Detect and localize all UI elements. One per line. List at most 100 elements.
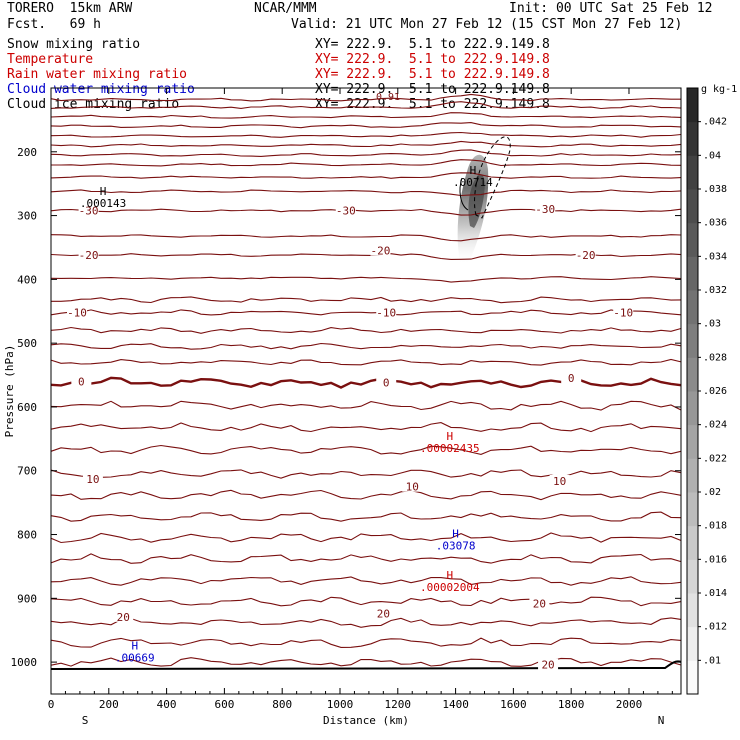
colorbar-swatch xyxy=(687,121,698,156)
forecast-hour: Fcst. 69 h xyxy=(7,17,101,32)
isotherm-label: 10 xyxy=(406,481,419,494)
colorbar-swatch xyxy=(687,593,698,628)
x-tick-label: 800 xyxy=(272,698,292,711)
isotherm-label-bg xyxy=(78,204,99,216)
isotherm-label-bg xyxy=(78,249,99,261)
isotherm-line xyxy=(50,422,682,433)
colorbar-units: g kg-1 xyxy=(701,84,737,95)
isotherm-label: -20 xyxy=(79,249,99,262)
isotherm-line xyxy=(50,576,682,586)
y-tick-label: 600 xyxy=(17,401,37,414)
y-tick-label: 500 xyxy=(17,337,37,350)
colorbar-tick-label: .014 xyxy=(703,588,727,599)
colorbar-swatch xyxy=(687,290,698,325)
isotherm-label: -10 xyxy=(376,307,396,320)
partial-contour-label: 0.91 xyxy=(376,92,400,103)
isotherm-label: 20 xyxy=(377,608,390,621)
isotherm-line xyxy=(50,309,682,316)
colorbar-tick-label: .036 xyxy=(703,218,727,229)
maximum-value: .00714 xyxy=(453,176,493,189)
colorbar-tick-label: .01 xyxy=(703,655,721,666)
isotherm-label: 0 xyxy=(383,377,390,390)
y-tick-label: 400 xyxy=(17,273,37,286)
isotherm-label-bg xyxy=(71,375,92,387)
x-tick-label: 1000 xyxy=(327,698,354,711)
colorbar-tick-label: .022 xyxy=(703,453,727,464)
x-endpoint-right: N xyxy=(658,714,665,727)
colorbar-swatch xyxy=(687,525,698,560)
isotherm-line xyxy=(50,112,682,119)
colorbar-swatch xyxy=(687,391,698,426)
cloud-ice-contour xyxy=(474,136,511,219)
isotherm-line xyxy=(50,208,682,216)
isotherm-line xyxy=(50,122,682,129)
x-tick-label: 1400 xyxy=(442,698,469,711)
colorbar-swatch xyxy=(687,492,698,527)
x-tick-label: 600 xyxy=(214,698,234,711)
colorbar-tick-label: .026 xyxy=(703,386,727,397)
maximum-marker: H xyxy=(452,528,459,541)
isotherm-label-bg xyxy=(373,607,394,619)
isotherm-label: -30 xyxy=(79,204,99,217)
model-title: TORERO 15km ARW xyxy=(7,1,133,16)
isotherm-label-bg xyxy=(402,480,423,492)
maximum-marker: H xyxy=(131,639,138,652)
maximum-value: .00002004 xyxy=(420,581,480,594)
isotherm-label-bg xyxy=(529,597,550,609)
isotherm-line xyxy=(50,149,682,157)
isotherm-line xyxy=(50,358,682,366)
isotherm-line xyxy=(50,326,682,334)
isotherm-line xyxy=(51,159,682,167)
colorbar-tick-label: .034 xyxy=(703,251,727,262)
isotherm-label-bg xyxy=(575,249,596,261)
isotherm-label-bg xyxy=(535,203,556,215)
x-axis-title: Distance (km) xyxy=(323,714,409,727)
colorbar-tick-label: .04 xyxy=(703,150,721,161)
isotherm-line xyxy=(50,276,682,283)
isotherm-line xyxy=(50,93,681,102)
y-tick-label: 300 xyxy=(17,210,37,223)
colorbar-swatch xyxy=(687,660,698,695)
snow-contour xyxy=(459,177,469,211)
x-endpoint-left: S xyxy=(82,714,89,727)
maximum-marker: H xyxy=(100,185,107,198)
isotherm-label: -30 xyxy=(336,204,356,217)
isotherm-line xyxy=(50,234,682,242)
isotherm-line xyxy=(50,657,682,667)
isotherm-label: 20 xyxy=(533,597,546,610)
y-tick-label: 800 xyxy=(17,529,37,542)
isotherm-label: 0 xyxy=(78,375,85,388)
isotherm-line xyxy=(50,637,682,648)
colorbar-tick-label: .016 xyxy=(703,554,727,565)
isotherm-label: 10 xyxy=(553,475,566,488)
colorbar-swatch xyxy=(687,559,698,594)
colorbar-swatch xyxy=(687,458,698,493)
y-tick-label: 700 xyxy=(17,465,37,478)
isotherm-label: 20 xyxy=(541,659,554,672)
isotherm-label-bg xyxy=(370,244,391,256)
colorbar-swatch xyxy=(687,357,698,392)
plot-frame xyxy=(50,87,682,695)
isotherm-line xyxy=(50,596,682,607)
isotherm-label: -20 xyxy=(371,245,391,258)
field-name-temperature: Temperature xyxy=(7,52,94,67)
isotherm-line xyxy=(50,172,682,179)
isotherm-label-bg xyxy=(549,474,570,486)
isotherm-label-bg xyxy=(538,658,559,670)
init-time: Init: 00 UTC Sat 25 Feb 12 xyxy=(509,1,713,16)
x-tick-label: 0 xyxy=(48,698,55,711)
colorbar-tick-label: .024 xyxy=(703,420,727,431)
field-xy-rain: XY= 222.9. 5.1 to 222.9.149.8 xyxy=(315,67,550,82)
colorbar-tick-label: .038 xyxy=(703,184,727,195)
isotherm-line xyxy=(50,553,682,564)
maximum-value: .00669 xyxy=(115,651,155,664)
x-tick-label: 1200 xyxy=(385,698,412,711)
colorbar-swatch xyxy=(687,424,698,459)
colorbar-tick-label: .03 xyxy=(703,319,721,330)
isotherm-label: 20 xyxy=(117,611,130,624)
isotherm-line xyxy=(50,342,682,350)
colorbar-tick-label: .018 xyxy=(703,521,727,532)
y-tick-label: 900 xyxy=(17,592,37,605)
colorbar-tick-label: .028 xyxy=(703,352,727,363)
